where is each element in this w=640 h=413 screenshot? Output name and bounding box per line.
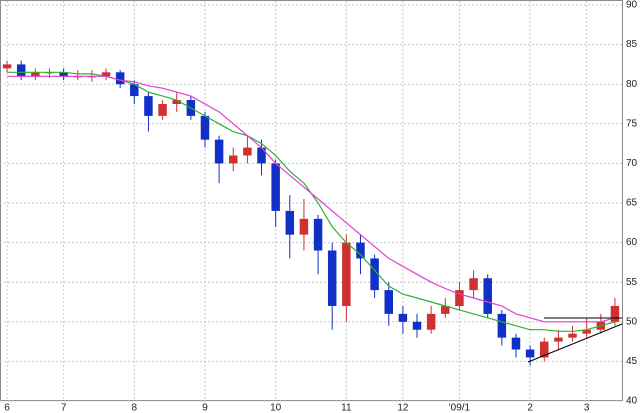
candle-body xyxy=(568,333,577,338)
y-tick-label: 80 xyxy=(626,79,638,90)
candle-body xyxy=(257,147,266,164)
candle-body xyxy=(398,313,408,322)
candle-body xyxy=(582,329,591,334)
candle-body xyxy=(525,349,535,358)
candle-body xyxy=(200,115,210,140)
candle-body xyxy=(342,242,351,306)
candle-body xyxy=(497,313,507,338)
y-tick-label: 90 xyxy=(626,0,638,11)
y-tick-label: 45 xyxy=(626,356,638,367)
y-tick-label: 85 xyxy=(626,39,638,50)
y-tick-label: 70 xyxy=(626,158,638,169)
candle-body xyxy=(610,305,620,322)
candle-body xyxy=(356,242,365,259)
x-tick-label: 3 xyxy=(584,403,590,413)
x-tick-label: 11 xyxy=(341,403,352,413)
x-tick-label: 10 xyxy=(270,403,282,413)
moving-average-line xyxy=(7,75,616,323)
y-tick-label: 40 xyxy=(626,396,638,407)
candle-body xyxy=(144,96,153,116)
candle-body xyxy=(426,313,436,330)
y-tick-label: 75 xyxy=(626,118,638,129)
x-tick-label: '09/1 xyxy=(449,403,471,413)
y-tick-label: 50 xyxy=(626,316,638,327)
candle-body xyxy=(313,218,323,251)
x-tick-label: 2 xyxy=(527,403,533,413)
y-tick-label: 65 xyxy=(626,198,638,209)
candle-body xyxy=(554,337,563,342)
y-tick-label: 55 xyxy=(626,277,638,288)
candle-body xyxy=(327,250,337,306)
candle-body xyxy=(115,72,125,85)
candle-body xyxy=(229,155,238,164)
candle-body xyxy=(540,341,549,358)
candle-body xyxy=(469,278,478,291)
candle-body xyxy=(455,290,464,306)
trend-line xyxy=(527,323,623,363)
candle-body xyxy=(511,337,521,350)
candle-body xyxy=(31,72,40,77)
x-tick-label: 6 xyxy=(4,403,10,413)
candle-body xyxy=(483,278,492,314)
x-tick-label: 7 xyxy=(61,403,67,413)
candle-body xyxy=(172,100,181,104)
candle-body xyxy=(16,64,26,77)
x-tick-label: 9 xyxy=(202,403,208,413)
candle-body xyxy=(370,258,379,291)
candle-body xyxy=(243,147,252,156)
x-tick-label: 8 xyxy=(132,403,138,413)
candle-body xyxy=(271,163,280,211)
plot-frame xyxy=(0,0,623,401)
candle-body xyxy=(299,218,309,235)
candle-body xyxy=(130,84,139,97)
candle-body xyxy=(384,290,393,314)
candle-body xyxy=(412,321,422,330)
candle-body xyxy=(158,104,167,116)
candle-body xyxy=(2,64,12,69)
candle-body xyxy=(101,72,111,77)
candle-body xyxy=(59,72,68,77)
x-tick-label: 12 xyxy=(397,403,409,413)
y-tick-label: 60 xyxy=(626,237,638,248)
candle-body xyxy=(441,305,450,314)
candle-body xyxy=(214,139,224,164)
candle-body xyxy=(285,210,295,235)
